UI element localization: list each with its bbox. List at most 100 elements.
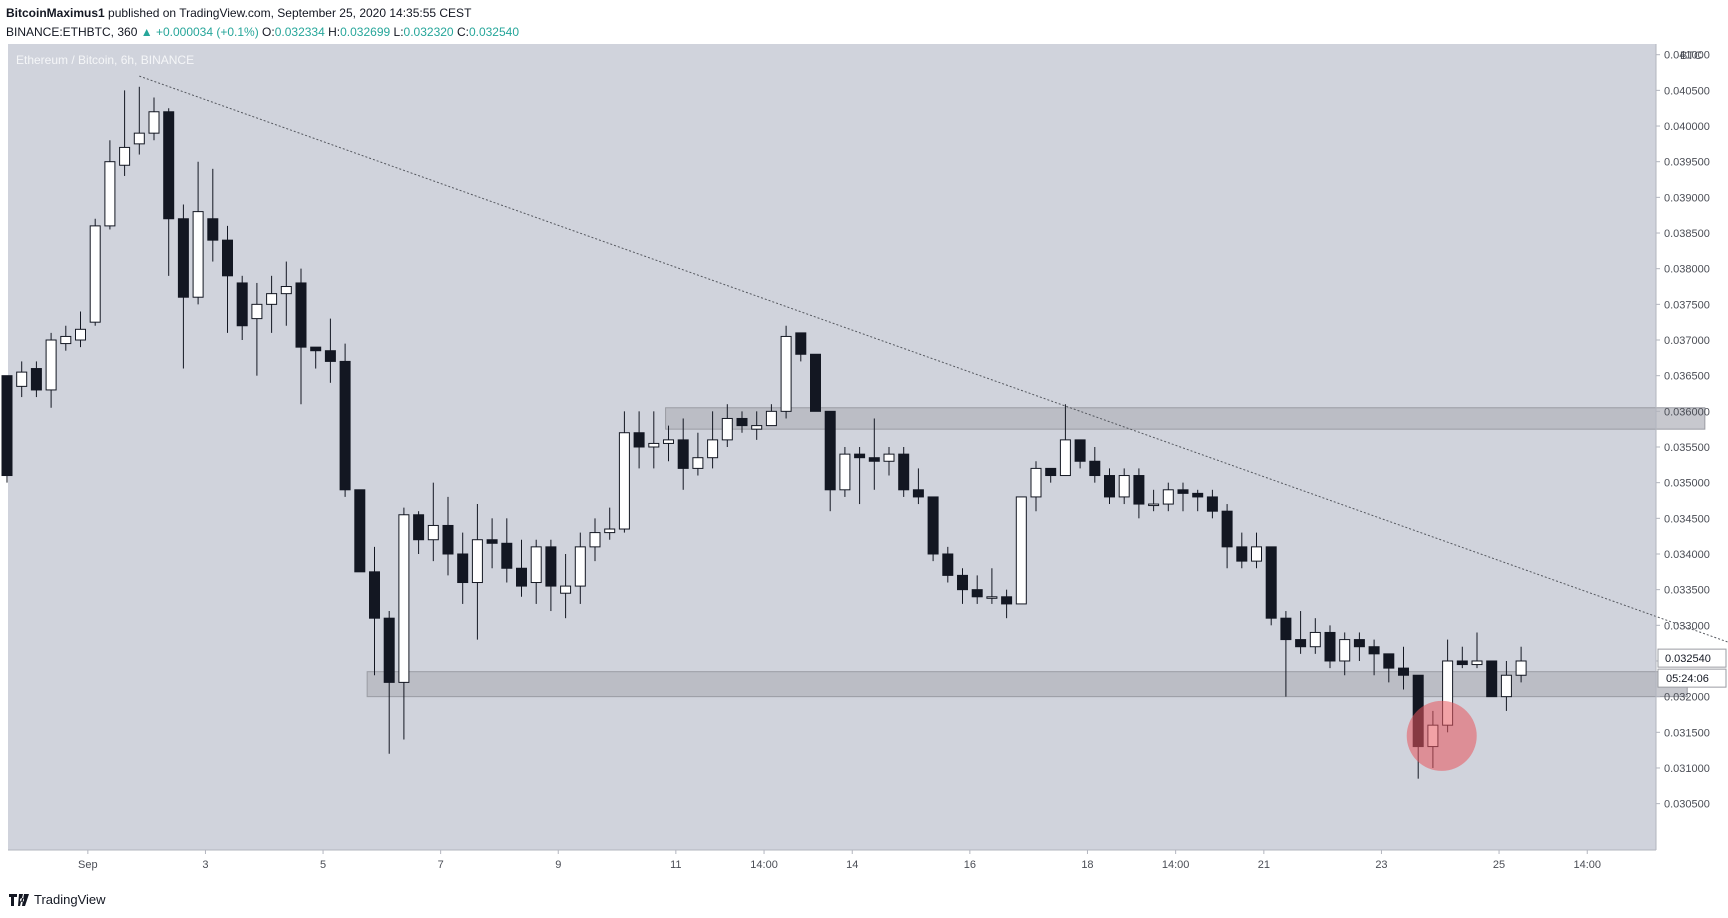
candle-body	[75, 328, 86, 341]
candle-body	[1045, 467, 1057, 477]
candle	[1162, 482, 1174, 512]
candle	[1206, 489, 1218, 519]
candle	[883, 447, 895, 476]
candle-body	[604, 528, 616, 534]
candle-body	[898, 453, 910, 491]
candle	[971, 575, 983, 604]
open-label: O:	[262, 25, 275, 39]
candle	[471, 504, 483, 640]
published-text: published on TradingView.com, September …	[108, 6, 472, 20]
candle	[457, 532, 469, 604]
candle-body	[1162, 489, 1174, 505]
price-axis[interactable]	[1656, 44, 1728, 850]
candle	[1339, 632, 1351, 676]
candle-body	[516, 567, 527, 587]
candle	[898, 447, 910, 497]
candle-body	[1118, 475, 1130, 498]
candle-body	[1001, 596, 1013, 605]
candle	[75, 311, 86, 348]
candle	[912, 468, 924, 505]
candle-body	[119, 146, 131, 166]
candle-body	[310, 346, 322, 352]
y-tick-label: 0.036500	[1664, 371, 1710, 383]
candle-body	[560, 585, 572, 594]
candle-body	[1471, 660, 1483, 666]
candle-body	[957, 574, 968, 591]
footer-brand[interactable]: TradingView	[8, 892, 106, 907]
y-tick-label: 0.033000	[1664, 620, 1710, 632]
candle	[442, 496, 454, 576]
candle	[545, 539, 557, 612]
candle-body	[721, 417, 733, 441]
candle-body	[30, 368, 42, 391]
y-tick-label: 0.037000	[1664, 335, 1710, 347]
candle	[957, 568, 968, 604]
candle	[1265, 546, 1277, 626]
candle-body	[133, 132, 145, 145]
zone-1	[665, 407, 1706, 430]
x-tick-label: 14	[846, 859, 858, 871]
candle-body	[765, 410, 777, 427]
candle-body	[927, 496, 939, 555]
candle	[1177, 482, 1189, 512]
candle	[1309, 618, 1321, 654]
y-tick-label: 0.039500	[1664, 157, 1710, 169]
candle	[707, 411, 719, 469]
candle	[1353, 632, 1365, 661]
candle	[1383, 653, 1395, 683]
x-tick-label: 11	[670, 859, 681, 871]
candle-body	[280, 286, 292, 295]
candle	[1133, 468, 1145, 519]
candle-body	[1515, 660, 1527, 676]
candle-body	[398, 514, 410, 683]
candle	[1295, 611, 1307, 654]
time-axis[interactable]	[8, 850, 1656, 880]
candle	[516, 539, 527, 597]
candle-body	[413, 514, 425, 541]
open-value: 0.032334	[274, 25, 325, 39]
candle-body	[1486, 660, 1498, 698]
candle	[354, 489, 366, 573]
candle-body	[986, 596, 998, 599]
candle	[810, 353, 821, 412]
candle	[927, 496, 939, 562]
candle-body	[1251, 546, 1262, 562]
candle	[148, 97, 160, 141]
candle	[222, 225, 233, 333]
candle	[751, 411, 763, 440]
candle-body	[1015, 496, 1027, 605]
candle	[1368, 639, 1380, 676]
candle-body	[736, 417, 748, 427]
x-tick-label: 14:00	[1162, 859, 1190, 871]
chart-header: BitcoinMaximus1 published on TradingView…	[6, 4, 1722, 44]
candle	[45, 332, 57, 408]
y-tick-label: 0.031500	[1664, 727, 1710, 739]
candle	[721, 404, 733, 447]
candle-body	[1368, 646, 1380, 655]
candle-body	[457, 553, 469, 584]
candle-body	[589, 532, 601, 548]
up-arrow-icon: ▲	[140, 25, 153, 39]
candle	[339, 343, 351, 497]
author-name[interactable]: BitcoinMaximus1	[6, 6, 105, 20]
candle	[1515, 646, 1527, 683]
symbol-label: BINANCE:ETHBTC, 360	[6, 25, 138, 39]
candle	[1500, 660, 1512, 711]
candle	[89, 218, 101, 326]
x-tick-label: 18	[1081, 859, 1093, 871]
candle-body	[471, 539, 483, 584]
candle-body	[236, 282, 248, 327]
candle	[369, 546, 380, 676]
candle	[663, 425, 674, 462]
ohlc-line: BINANCE:ETHBTC, 360 ▲ +0.000034 (+0.1%) …	[6, 23, 1722, 42]
low-value: 0.032320	[403, 25, 454, 39]
y-tick-label: 0.040500	[1664, 85, 1710, 97]
y-tick-label: 0.033500	[1664, 585, 1710, 597]
candle-body	[1324, 631, 1336, 662]
candle	[133, 86, 145, 155]
candle	[1192, 489, 1204, 512]
candle-body	[1059, 439, 1071, 477]
x-tick-label: 14:00	[750, 859, 778, 871]
x-tick-label: 3	[202, 859, 208, 871]
